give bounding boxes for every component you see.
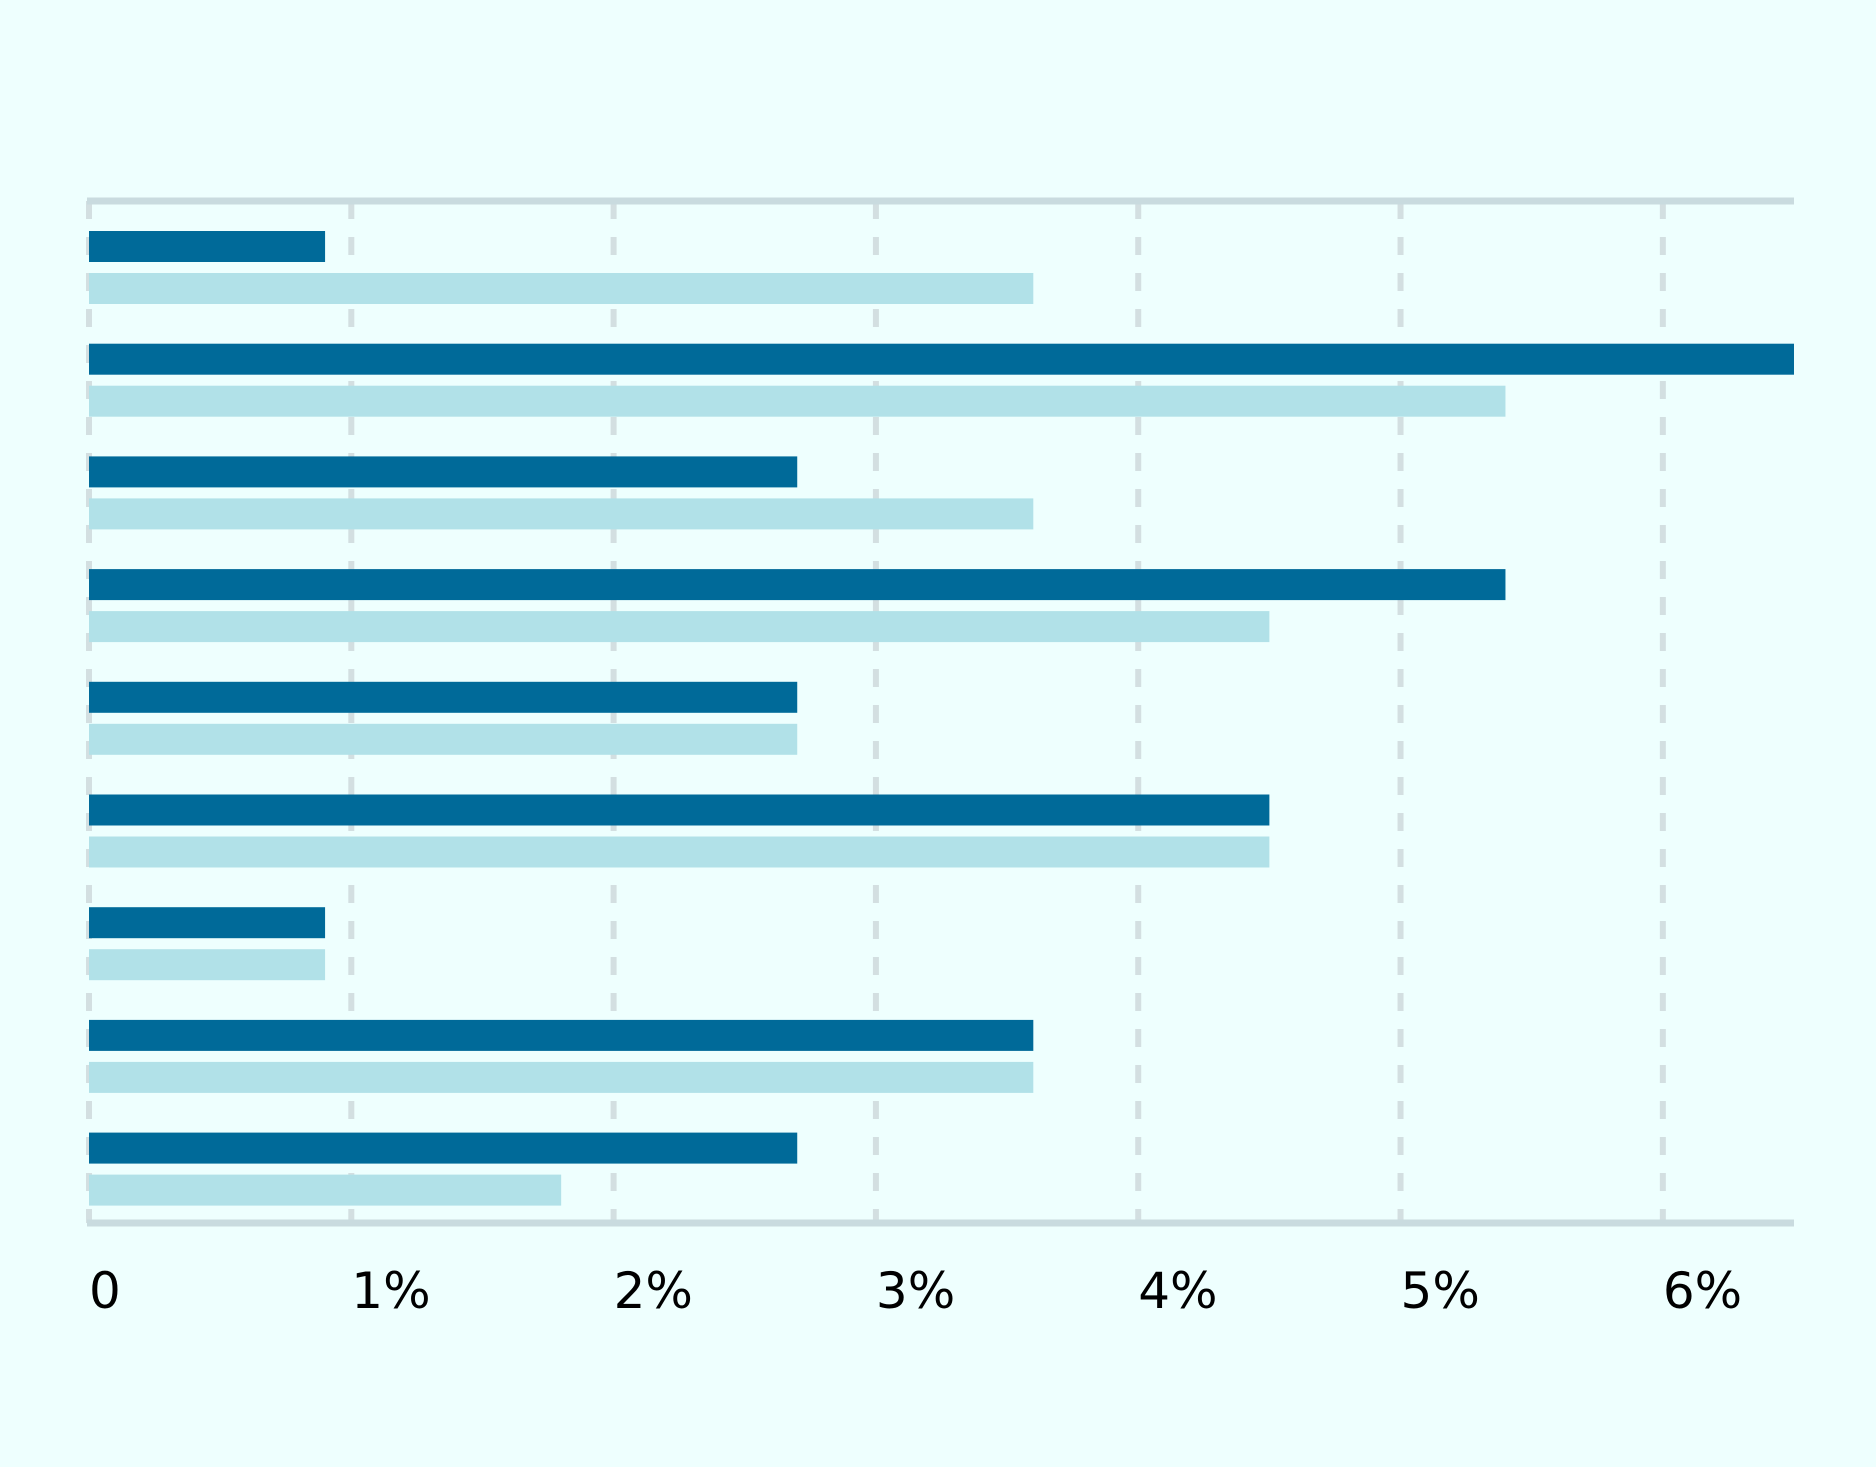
x-tick-labels: 0 1% 2% 3% 4% 5% 6% — [89, 1262, 1742, 1320]
x-tick-label: 6% — [1663, 1262, 1742, 1320]
x-tick-label: 0 — [89, 1262, 121, 1320]
axis-lines — [87, 197, 1794, 1227]
bar-series-1-row-5 — [89, 681, 798, 713]
bar-series-2-row-9 — [89, 1174, 562, 1206]
bar-series-1-row-9 — [89, 1132, 798, 1164]
bar-series-2-row-1 — [89, 273, 1034, 304]
bar-series-1-row-1 — [89, 231, 326, 262]
bar-series-1-row-7 — [89, 907, 326, 939]
bar-series-2-row-3 — [89, 498, 1034, 530]
bars — [89, 231, 1794, 1206]
bar-series-1-row-2 — [89, 343, 1794, 375]
bar-series-2-row-7 — [89, 949, 326, 981]
bar-series-2-row-2 — [89, 385, 1506, 417]
bar-series-2-row-5 — [89, 723, 798, 755]
x-tick-label: 3% — [876, 1262, 955, 1320]
bar-series-2-row-8 — [89, 1061, 1034, 1093]
x-tick-label: 5% — [1401, 1262, 1480, 1320]
bar-series-2-row-4 — [89, 611, 1270, 643]
x-tick-label: 4% — [1138, 1262, 1217, 1320]
bar-series-1-row-4 — [89, 569, 1506, 601]
bar-series-2-row-6 — [89, 836, 1270, 868]
bar-series-1-row-3 — [89, 456, 798, 488]
x-tick-label: 2% — [614, 1262, 693, 1320]
bar-series-1-row-6 — [89, 794, 1270, 826]
x-tick-label: 1% — [351, 1262, 430, 1320]
bar-series-1-row-8 — [89, 1019, 1034, 1051]
